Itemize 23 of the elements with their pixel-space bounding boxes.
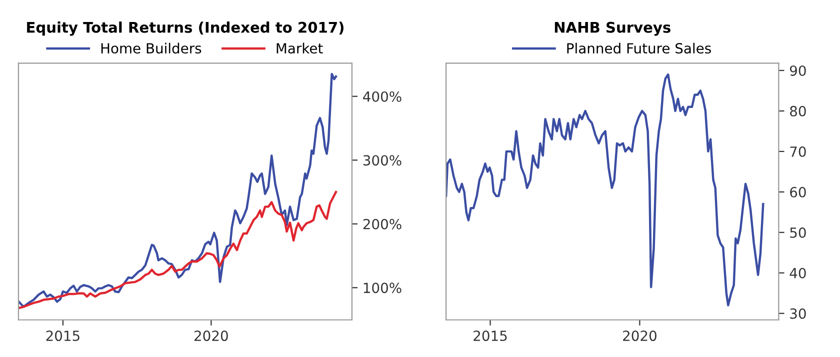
y-tick-label: 60 [790, 186, 806, 198]
legend-label: Market [276, 42, 323, 54]
y-tick-label: 300% [363, 155, 402, 166]
y-tick-label: 400% [363, 91, 402, 102]
legend-label: Planned Future Sales [567, 42, 711, 54]
line-series [18, 72, 338, 308]
y-tick-label: 100% [364, 282, 402, 294]
line-series [446, 73, 764, 306]
line-series [18, 190, 338, 310]
y-tick-label: 30 [790, 308, 806, 319]
x-tick-label: 2020 [194, 330, 228, 342]
y-tick-label: 70 [790, 146, 806, 157]
y-tick-label: 200% [363, 218, 402, 230]
y-tick-label: 90 [790, 65, 806, 76]
x-tick-label: 2020 [623, 330, 656, 342]
y-tick-label: 50 [790, 227, 806, 238]
y-tick-label: 40 [790, 268, 806, 278]
chart-title: NAHB Surveys [554, 22, 670, 36]
x-tick-label: 2015 [46, 330, 80, 342]
chart-title: Equity Total Returns (Indexed to 2017) [27, 22, 344, 36]
x-tick-label: 2015 [474, 330, 507, 342]
y-tick-label: 80 [790, 106, 806, 116]
legend-label: Home Builders [101, 42, 202, 54]
